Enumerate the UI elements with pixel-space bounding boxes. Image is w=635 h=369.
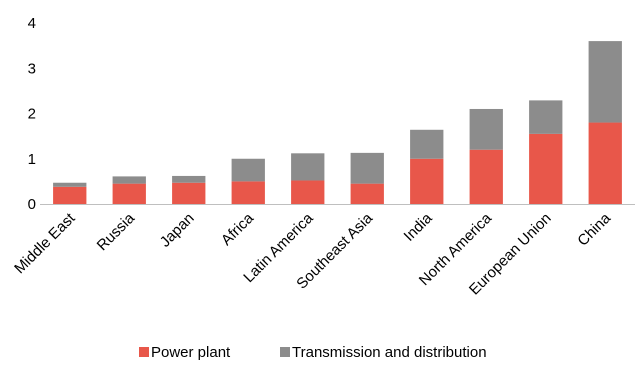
- y-tick-label: 3: [28, 60, 36, 77]
- bar-power-plant: [588, 122, 622, 204]
- bar-transmission-distribution: [529, 100, 563, 134]
- x-tick-label: India: [401, 209, 436, 244]
- bar-power-plant: [172, 182, 206, 204]
- bar-transmission-distribution: [291, 153, 325, 181]
- bar-transmission-distribution: [350, 152, 384, 184]
- x-tick-label: Russia: [94, 209, 139, 254]
- bar-transmission-distribution: [469, 108, 503, 150]
- bar-transmission-distribution: [172, 175, 206, 183]
- legend-swatch-transmission-distribution: [280, 347, 290, 357]
- bar-power-plant: [529, 133, 563, 204]
- bar-series: [53, 41, 622, 205]
- x-tick-label: Japan: [157, 210, 198, 251]
- bar-transmission-distribution: [112, 176, 146, 184]
- bar-power-plant: [410, 158, 444, 204]
- bar-transmission-distribution: [231, 158, 265, 182]
- bar-transmission-distribution: [410, 129, 444, 159]
- y-tick-label: 2: [28, 106, 36, 123]
- bar-transmission-distribution: [53, 182, 87, 187]
- y-tick-label: 1: [28, 151, 36, 168]
- bar-power-plant: [350, 183, 384, 204]
- y-axis: 0 1 2 3 4: [28, 15, 36, 213]
- legend: Power plant Transmission and distribution: [139, 344, 487, 361]
- y-tick-label: 4: [28, 15, 36, 32]
- y-tick-label: 0: [28, 196, 36, 213]
- legend-swatch-power-plant: [139, 347, 149, 357]
- bar-power-plant: [112, 183, 146, 204]
- x-tick-label: Africa: [218, 209, 258, 249]
- bar-transmission-distribution: [588, 41, 622, 123]
- x-tick-label: China: [574, 209, 614, 249]
- bar-power-plant: [231, 181, 265, 205]
- bar-power-plant: [53, 186, 87, 204]
- bar-power-plant: [469, 149, 503, 204]
- x-tick-label: Middle East: [11, 209, 79, 277]
- bar-power-plant: [291, 180, 325, 204]
- legend-label-power-plant: Power plant: [151, 344, 231, 361]
- legend-label-transmission-distribution: Transmission and distribution: [292, 344, 487, 361]
